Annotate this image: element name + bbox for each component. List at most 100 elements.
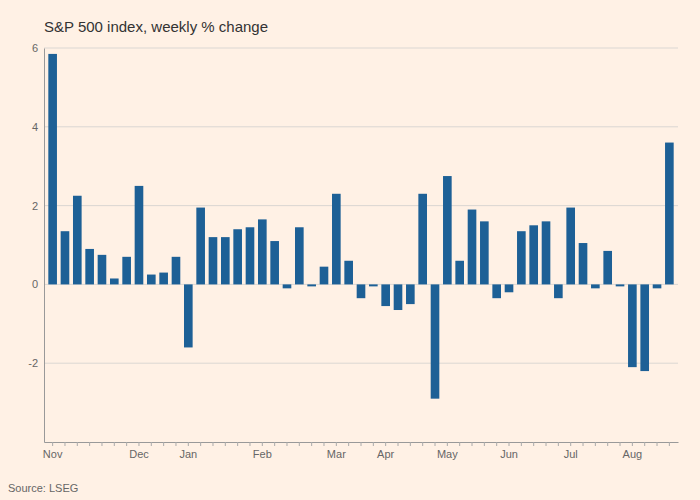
x-tick — [151, 442, 152, 446]
bar — [61, 231, 70, 284]
x-tick-mark — [484, 442, 485, 446]
y-tick: 4 — [32, 121, 44, 133]
x-tick — [435, 442, 436, 446]
x-tick — [200, 442, 201, 446]
x-tick — [657, 442, 658, 446]
x-tick-mark — [175, 442, 176, 446]
bar — [616, 284, 625, 286]
x-tick: Feb — [253, 442, 272, 460]
x-tick-label: Dec — [129, 448, 149, 460]
x-tick: Jun — [500, 442, 518, 460]
x-tick-mark — [361, 442, 362, 446]
bar — [233, 229, 242, 284]
bar — [591, 284, 600, 288]
x-tick-mark — [225, 442, 226, 446]
bar — [85, 249, 94, 284]
bar — [579, 243, 588, 284]
x-tick — [77, 442, 78, 446]
x-tick — [274, 442, 275, 446]
x-tick — [311, 442, 312, 446]
x-tick: Aug — [623, 442, 643, 460]
x-tick-mark — [323, 442, 324, 446]
x-tick-mark — [101, 442, 102, 446]
y-tick: 2 — [32, 200, 44, 212]
x-tick — [595, 442, 596, 446]
bar — [344, 261, 353, 285]
bar — [492, 284, 501, 298]
x-tick — [484, 442, 485, 446]
grid — [44, 48, 678, 363]
x-tick-label: Nov — [43, 448, 63, 460]
bar — [566, 208, 575, 285]
x-tick-mark — [620, 442, 621, 446]
bar — [542, 221, 551, 284]
x-tick-mark — [472, 442, 473, 446]
plot: -20246NovDecJanFebMarAprMayJunJulAug — [28, 42, 678, 460]
bar — [480, 221, 489, 284]
x-tick — [521, 442, 522, 446]
bar — [357, 284, 366, 298]
x-tick-mark — [533, 442, 534, 446]
bar — [554, 284, 563, 298]
x-tick-mark — [299, 442, 300, 446]
x-tick-mark — [114, 442, 115, 446]
bar — [172, 257, 181, 285]
bar — [406, 284, 415, 304]
title: S&P 500 index, weekly % change — [44, 18, 268, 35]
x-tick: Mar — [327, 442, 346, 460]
x-tick-mark — [163, 442, 164, 446]
x-tick — [607, 442, 608, 446]
bar — [443, 176, 452, 284]
y-tick-label: 2 — [32, 200, 38, 212]
bar — [159, 273, 168, 285]
x-tick-mark — [558, 442, 559, 446]
x-tick — [558, 442, 559, 446]
x-tick — [472, 442, 473, 446]
bar — [653, 284, 662, 288]
bar — [320, 267, 329, 285]
x-tick — [583, 442, 584, 446]
x-tick-mark — [632, 442, 633, 446]
x-tick-mark — [398, 442, 399, 446]
bar — [283, 284, 292, 288]
y-tick: -2 — [28, 357, 44, 369]
x-tick — [644, 442, 645, 446]
x-tick — [546, 442, 547, 446]
x-tick-mark — [459, 442, 460, 446]
x-tick — [373, 442, 374, 446]
bar — [369, 284, 378, 286]
x-tick — [175, 442, 176, 446]
chart: -20246NovDecJanFebMarAprMayJunJulAugS&P … — [0, 0, 700, 500]
bar — [505, 284, 514, 292]
bar — [332, 194, 341, 285]
bar — [394, 284, 403, 310]
x-tick — [496, 442, 497, 446]
bar — [431, 284, 440, 398]
x-tick — [410, 442, 411, 446]
x-tick-mark — [188, 442, 189, 446]
x-tick-mark — [138, 442, 139, 446]
x-tick-mark — [237, 442, 238, 446]
x-tick-mark — [583, 442, 584, 446]
x-tick — [348, 442, 349, 446]
x-tick: Jan — [179, 442, 197, 460]
x-tick-label: May — [437, 448, 458, 460]
x-tick-mark — [447, 442, 448, 446]
y-tick-label: 6 — [32, 42, 38, 54]
bars — [48, 54, 673, 399]
y-axis: -20246 — [28, 42, 44, 442]
bar — [381, 284, 390, 306]
grid-line — [44, 363, 678, 364]
bar — [246, 227, 255, 284]
y-tick: 6 — [32, 42, 44, 54]
x-tick-mark — [77, 442, 78, 446]
x-tick-mark — [151, 442, 152, 446]
bar — [98, 255, 107, 285]
x-tick-mark — [311, 442, 312, 446]
x-tick-label: Jan — [179, 448, 197, 460]
x-tick — [163, 442, 164, 446]
bar — [307, 284, 316, 286]
x-tick-mark — [262, 442, 263, 446]
bar — [640, 284, 649, 371]
x-tick-mark — [521, 442, 522, 446]
